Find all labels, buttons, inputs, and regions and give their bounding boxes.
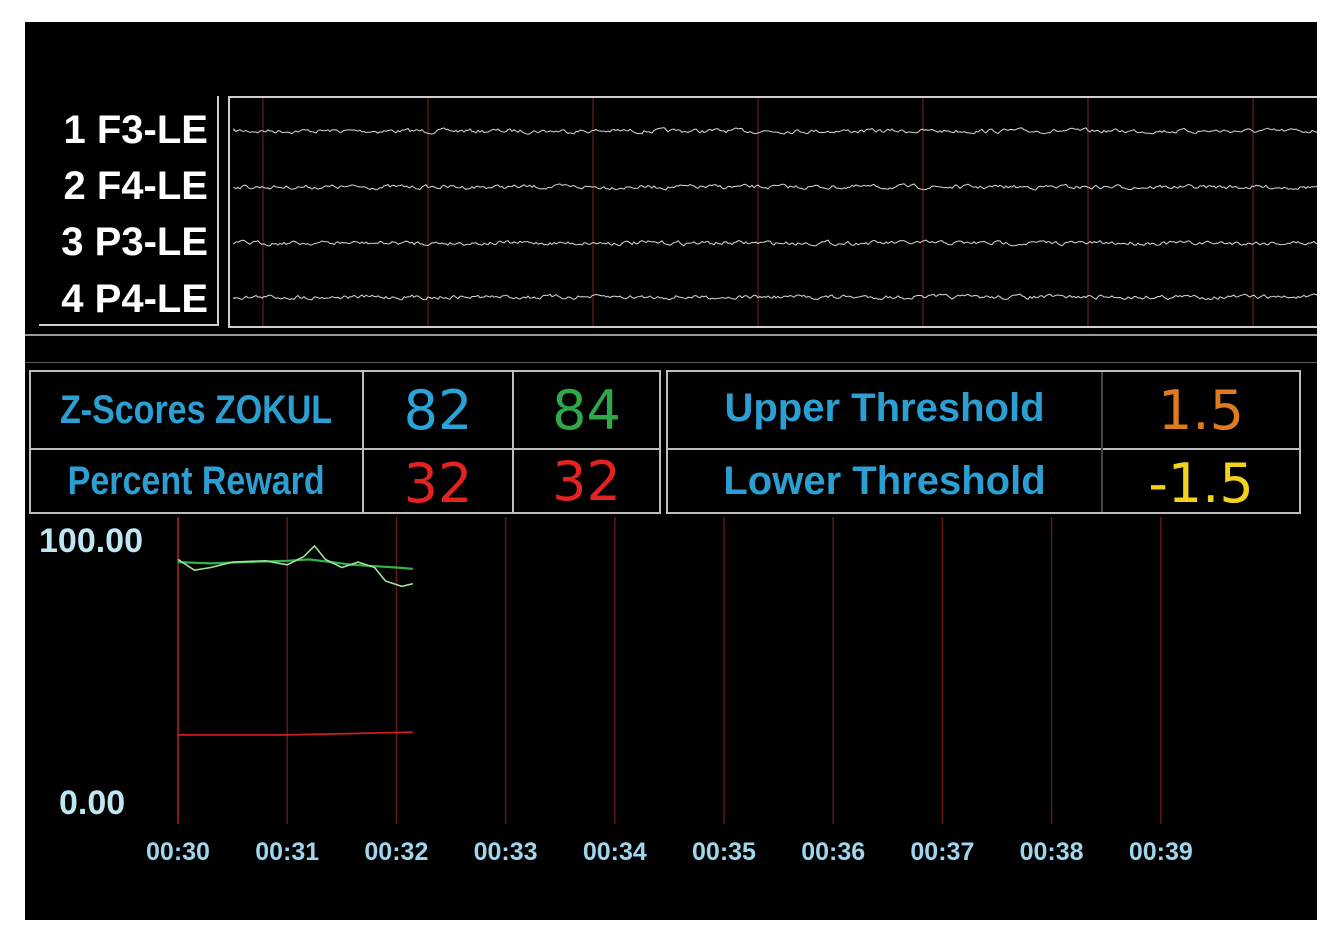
time-tick-label: 00:35 <box>692 838 756 866</box>
reward-trend-chart <box>177 517 1162 824</box>
divider <box>1101 372 1103 512</box>
lower-threshold-value: -1.5 <box>1148 451 1254 515</box>
reward-series-raw <box>177 544 413 588</box>
y-max-label: 100.00 <box>39 522 143 560</box>
eeg-trace <box>233 183 1317 191</box>
lower-threshold-label: Lower Threshold <box>723 458 1046 503</box>
reward-label: Percent Reward <box>68 458 325 503</box>
channel-label-4: 4 P4-LE <box>61 277 208 321</box>
time-tick-label: 00:39 <box>1128 838 1193 866</box>
reward-value-1: 32 <box>403 451 473 515</box>
time-tick-label: 00:38 <box>1019 838 1084 866</box>
channel-label-1: 1 F3-LE <box>63 108 208 152</box>
separator <box>25 334 1317 336</box>
thresholds-table: Upper Threshold 1.5 Lower Threshold -1.5 <box>666 370 1301 515</box>
time-tick-label: 00:36 <box>801 838 866 866</box>
eeg-trace <box>233 293 1317 301</box>
time-tick-label: 00:30 <box>146 838 210 866</box>
neurofeedback-screen: 1 F3-LE 2 F4-LE 3 P3-LE 4 P4-LE Z-Scores… <box>25 22 1317 920</box>
eeg-trace-panel <box>228 96 1317 328</box>
divider <box>31 448 659 450</box>
divider <box>668 448 1299 450</box>
eeg-trace <box>233 127 1317 135</box>
eeg-trace <box>233 239 1317 247</box>
eeg-traces <box>233 98 1317 326</box>
reward-series-threshold <box>178 731 413 736</box>
separator-thin <box>25 362 1317 363</box>
time-tick-label: 00:37 <box>910 838 975 866</box>
channel-label-3: 3 P3-LE <box>61 220 208 264</box>
time-tick-label: 00:32 <box>364 838 429 866</box>
divider <box>362 372 364 512</box>
upper-threshold-value: 1.5 <box>1158 378 1244 442</box>
zscore-value-2: 84 <box>552 378 621 442</box>
time-tick-label: 00:33 <box>473 838 538 866</box>
scores-table: Z-Scores ZOKUL 82 84 Percent Reward 32 3… <box>29 370 661 515</box>
channel-label-panel <box>39 96 219 326</box>
zscore-value-1: 82 <box>403 378 473 442</box>
channel-label-2: 2 F4-LE <box>63 164 208 208</box>
reward-value-2: 32 <box>552 449 621 513</box>
zscore-label: Z-Scores ZOKUL <box>60 387 333 432</box>
time-tick-label: 00:34 <box>582 838 647 866</box>
time-tick-label: 00:31 <box>255 838 320 866</box>
divider <box>512 372 514 512</box>
y-min-label: 0.00 <box>59 784 126 822</box>
upper-threshold-label: Upper Threshold <box>724 385 1045 430</box>
